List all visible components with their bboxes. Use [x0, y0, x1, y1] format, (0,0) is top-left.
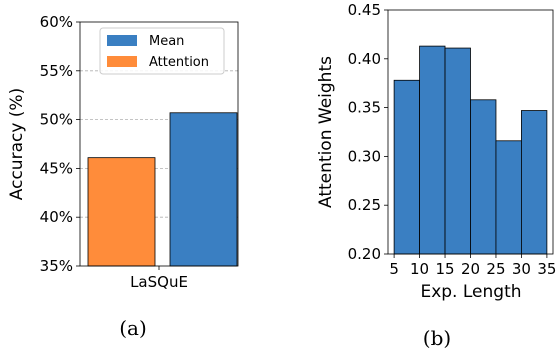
y-tick-label: 50% — [40, 111, 73, 129]
panel-b-y-ticks: 0.20 0.25 0.30 0.35 0.40 0.45 — [348, 1, 388, 263]
legend-swatch-attention — [107, 56, 137, 67]
x-tick-label: 35 — [537, 260, 556, 278]
legend-label-mean: Mean — [149, 34, 184, 49]
y-tick-label: 0.30 — [348, 147, 381, 165]
x-tick-label: 10 — [410, 260, 429, 278]
panel-b-bars — [393, 45, 548, 255]
histogram-bar — [495, 140, 522, 255]
y-tick-label: 0.45 — [348, 1, 381, 19]
panel-b-x-axis-label: Exp. Length — [420, 282, 521, 302]
x-tick-label: LaSQuE — [130, 273, 188, 291]
histogram-bar — [521, 110, 548, 255]
bar-attention — [87, 157, 156, 267]
histogram-bar — [393, 79, 420, 255]
panel-a-y-axis-label: Accuracy (%) — [7, 88, 27, 200]
y-tick-label: 40% — [40, 208, 73, 226]
panel-b-caption: (b) — [423, 326, 451, 350]
panel-b-x-ticks: 5 10 15 20 25 30 35 — [389, 254, 556, 278]
x-tick-label: 25 — [486, 260, 505, 278]
y-tick-label: 0.20 — [348, 245, 381, 263]
y-tick-label: 0.25 — [348, 196, 381, 214]
y-tick-label: 45% — [40, 159, 73, 177]
bar-mean — [169, 112, 238, 267]
panel-a-accuracy-chart: 35% 40% 45% 50% 55% 60% LaSQuE Accuracy (%) M… — [7, 13, 239, 340]
y-tick-label: 55% — [40, 62, 73, 80]
x-tick-label: 5 — [389, 260, 399, 278]
legend-swatch-mean — [107, 35, 137, 46]
panel-a-bars — [87, 112, 238, 267]
y-tick-label: 0.40 — [348, 50, 381, 68]
panel-a-y-ticks: 35% 40% 45% 50% 55% 60% — [40, 13, 80, 275]
legend-label-attention: Attention — [149, 55, 209, 70]
x-tick-label: 30 — [512, 260, 531, 278]
y-tick-label: 35% — [40, 257, 73, 275]
histogram-bar — [419, 45, 446, 255]
histogram-bar — [444, 47, 471, 255]
panel-a-legend: Mean Attention — [99, 27, 225, 75]
panel-a-caption: (a) — [119, 316, 147, 340]
panel-a-x-ticks: LaSQuE — [130, 266, 188, 291]
x-tick-label: 15 — [435, 260, 454, 278]
panel-b-attention-histogram: 0.20 0.25 0.30 0.35 0.40 0.45 5 10 15 20 25 30 35 A… — [316, 1, 556, 350]
y-tick-label: 0.35 — [348, 99, 381, 117]
y-tick-label: 60% — [40, 13, 73, 31]
panel-b-y-axis-label: Attention Weights — [316, 56, 336, 208]
histogram-bar — [470, 99, 497, 255]
x-tick-label: 20 — [461, 260, 480, 278]
